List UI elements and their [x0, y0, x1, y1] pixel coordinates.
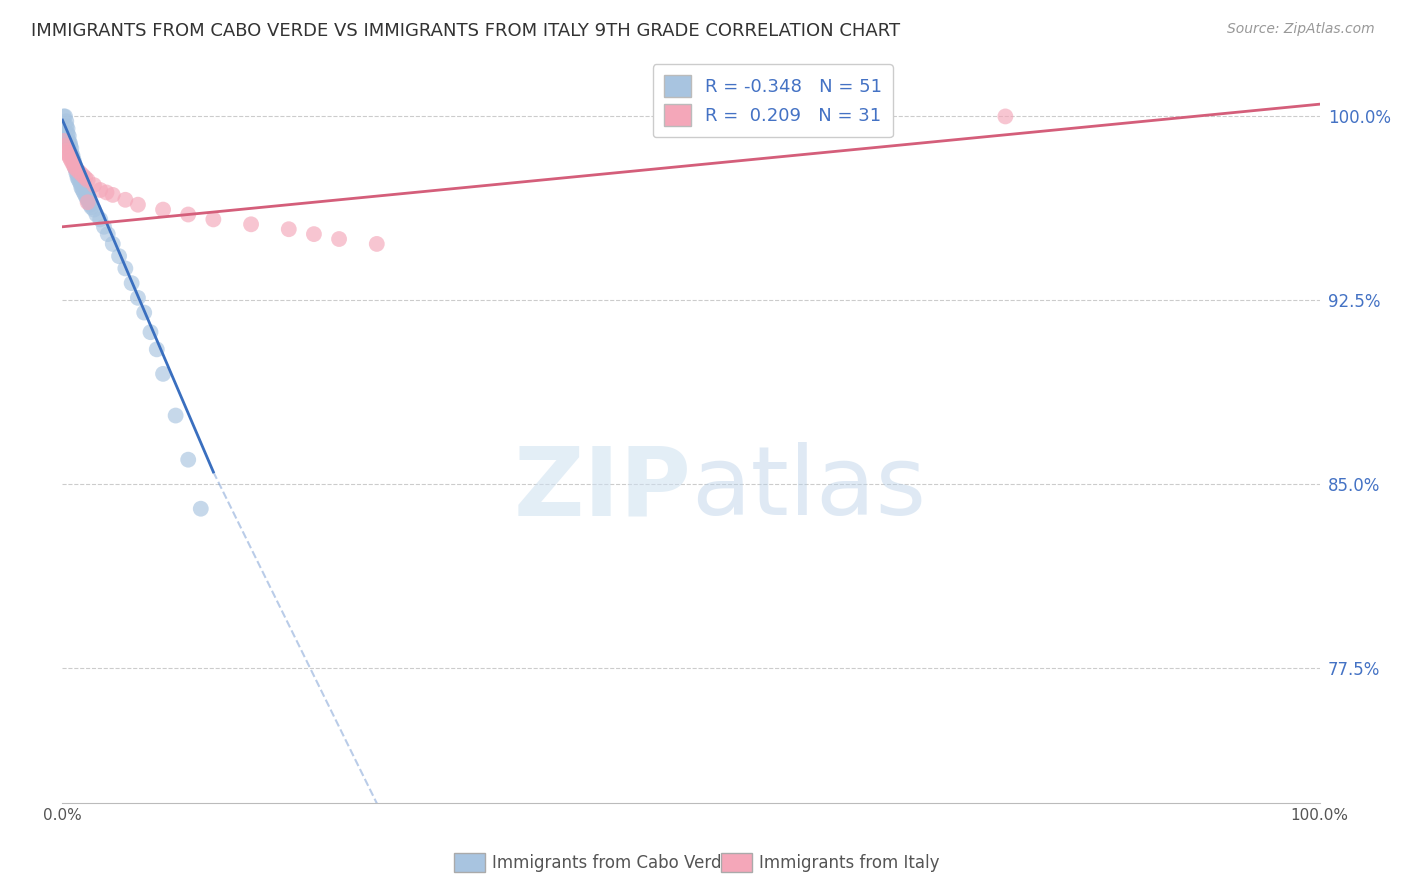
Point	[52, 110, 75, 124]
Point	[55, 114, 77, 128]
Point	[65, 163, 87, 178]
Point	[60, 141, 83, 155]
Point	[70, 180, 93, 194]
Point	[97, 227, 120, 241]
Point	[139, 325, 162, 339]
Point	[59, 139, 82, 153]
Point	[93, 219, 115, 234]
Text: IMMIGRANTS FROM CABO VERDE VS IMMIGRANTS FROM ITALY 9TH GRADE CORRELATION CHART: IMMIGRANTS FROM CABO VERDE VS IMMIGRANTS…	[31, 22, 900, 40]
Point	[62, 149, 84, 163]
Point	[76, 173, 98, 187]
Point	[127, 291, 149, 305]
Point	[63, 161, 86, 175]
Point	[75, 190, 97, 204]
Point	[66, 163, 89, 178]
Point	[101, 187, 124, 202]
Point	[56, 127, 79, 141]
Point	[366, 236, 388, 251]
Point	[70, 178, 93, 192]
Point	[114, 261, 136, 276]
Point	[59, 151, 82, 165]
Point	[62, 151, 84, 165]
Point	[83, 178, 105, 192]
Point	[89, 212, 111, 227]
Point	[55, 144, 77, 158]
Point	[63, 159, 86, 173]
Point	[55, 120, 77, 134]
Point	[62, 156, 84, 170]
Point	[62, 153, 84, 168]
Point	[53, 110, 76, 124]
Text: Immigrants from Italy: Immigrants from Italy	[759, 854, 939, 871]
Point	[58, 149, 80, 163]
Point	[134, 305, 156, 319]
Text: Immigrants from Cabo Verde: Immigrants from Cabo Verde	[492, 854, 733, 871]
Point	[77, 195, 100, 210]
Text: atlas: atlas	[692, 442, 927, 535]
Point	[328, 232, 350, 246]
Point	[56, 146, 79, 161]
Point	[72, 168, 94, 182]
Point	[62, 159, 84, 173]
Point	[101, 236, 124, 251]
Point	[79, 197, 101, 211]
Point	[121, 276, 143, 290]
Point	[65, 166, 87, 180]
Point	[302, 227, 325, 241]
Point	[177, 452, 200, 467]
Point	[76, 195, 98, 210]
Point	[69, 166, 91, 180]
Text: Source: ZipAtlas.com: Source: ZipAtlas.com	[1227, 22, 1375, 37]
Legend: R = -0.348   N = 51, R =  0.209   N = 31: R = -0.348 N = 51, R = 0.209 N = 31	[652, 64, 893, 137]
Point	[114, 193, 136, 207]
Point	[56, 121, 79, 136]
Point	[62, 156, 84, 170]
Point	[86, 207, 108, 221]
Point	[83, 202, 105, 217]
Point	[127, 197, 149, 211]
Point	[52, 134, 75, 148]
Point	[60, 146, 83, 161]
Point	[96, 186, 118, 200]
Point	[66, 168, 89, 182]
Point	[58, 134, 80, 148]
Point	[66, 170, 89, 185]
Point	[76, 193, 98, 207]
Point	[80, 200, 103, 214]
Point	[59, 136, 82, 151]
Text: ZIP: ZIP	[513, 442, 692, 535]
Point	[67, 173, 90, 187]
Point	[152, 202, 174, 217]
Point	[75, 187, 97, 202]
Point	[277, 222, 299, 236]
Point	[165, 409, 187, 423]
Point	[89, 183, 111, 197]
Point	[190, 501, 212, 516]
Point	[73, 186, 96, 200]
Point	[53, 139, 76, 153]
Point	[72, 183, 94, 197]
Point	[60, 153, 83, 168]
Point	[69, 176, 91, 190]
Point	[994, 110, 1017, 124]
Point	[240, 217, 263, 231]
Point	[152, 367, 174, 381]
Point	[63, 161, 86, 175]
Point	[146, 343, 169, 357]
Point	[202, 212, 225, 227]
Point	[108, 249, 131, 263]
Point	[58, 129, 80, 144]
Point	[75, 170, 97, 185]
Point	[177, 207, 200, 221]
